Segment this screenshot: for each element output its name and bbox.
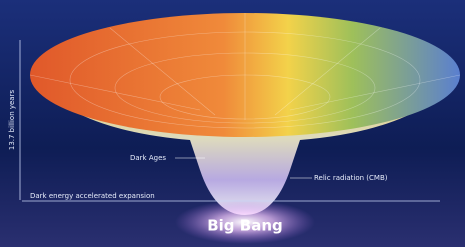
time-label: 13.7 billion years: [8, 90, 16, 151]
diagram: 13.7 billion years Dark Ages Relic radia…: [0, 0, 465, 247]
cmb-label: Relic radiation (CMB): [314, 174, 388, 182]
dark-energy-label: Dark energy accelerated expansion: [30, 192, 155, 200]
big-bang-label: Big Bang: [207, 217, 283, 235]
dark-ages-label: Dark Ages: [130, 154, 166, 162]
